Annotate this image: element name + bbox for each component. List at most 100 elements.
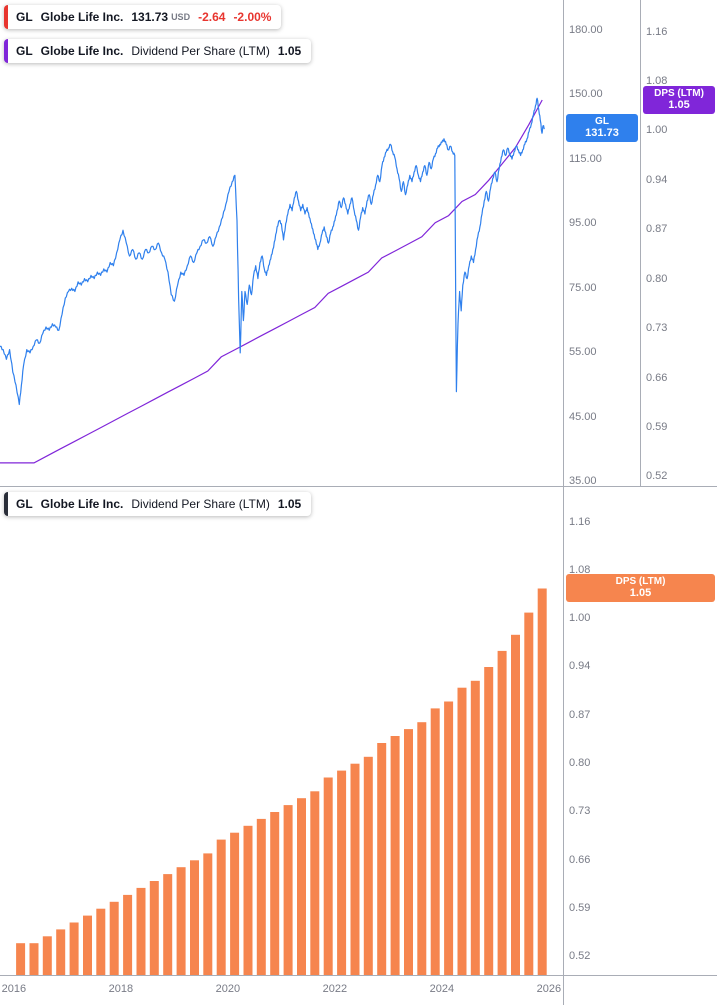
dps-axis-badge-top: DPS (LTM) 1.05 <box>643 85 715 114</box>
dps-pane: DPS (LTM) 1.05 1.16 1.08 1.00 0.94 0.87 0.80 0… <box>0 487 717 975</box>
ticker-symbol: GL <box>16 497 33 511</box>
dps-bar <box>163 874 173 975</box>
metric-label: Dividend Per Share (LTM) <box>131 44 270 58</box>
time-axis-label: 2024 <box>429 983 455 995</box>
dps-badge-label: DPS (LTM) <box>615 576 666 588</box>
price-value-group: 131.73 USD <box>131 10 190 24</box>
axis-tick-label: 0.80 <box>646 272 668 285</box>
axis-tick-label: 1.08 <box>569 563 591 576</box>
company-name: Globe Life Inc. <box>40 44 124 58</box>
dps-chart-canvas[interactable] <box>0 487 563 975</box>
dps-badge-value: 1.05 <box>629 587 652 600</box>
time-axis-label: 2020 <box>215 983 241 995</box>
dps-bar <box>537 588 547 975</box>
time-axis-label: 2026 <box>536 983 562 995</box>
dps-overlay-legend[interactable]: GL Globe Life Inc. Dividend Per Share (L… <box>4 39 312 63</box>
price-axis-badge: GL 131.73 <box>566 114 638 143</box>
time-axis-label: 2016 <box>1 983 27 995</box>
axis-tick-label: 115.00 <box>569 152 602 165</box>
currency-label: USD <box>171 12 191 22</box>
dps-bar <box>136 887 146 975</box>
dps-bar <box>256 818 266 975</box>
axis-tick-label: 95.00 <box>569 217 597 230</box>
dps-y-axis-top[interactable]: DPS (LTM) 1.05 1.16 1.08 1.00 0.94 0.87 0.80 0… <box>640 0 717 487</box>
axis-tick-label: 0.73 <box>569 805 591 818</box>
dps-bar <box>216 839 226 975</box>
dps-overlay-line <box>0 99 543 464</box>
dps-bar <box>497 650 507 975</box>
dps-bar <box>56 929 66 975</box>
dps-bar <box>511 634 520 975</box>
axis-tick-label: 0.59 <box>646 421 668 434</box>
axis-tick-label: 0.66 <box>646 371 668 384</box>
dps-bar <box>69 922 79 975</box>
metric-value: 1.05 <box>277 497 302 511</box>
axis-tick-label: 55.00 <box>569 346 597 359</box>
axis-tick-label: 45.00 <box>569 410 597 423</box>
dps-bar <box>323 777 333 975</box>
price-legend[interactable]: GL Globe Life Inc. 131.73 USD -2.64 -2.0… <box>4 5 282 29</box>
dps-bar <box>430 708 440 975</box>
company-name: Globe Life Inc. <box>40 497 124 511</box>
axis-tick-label: 1.00 <box>569 612 591 625</box>
axis-tick-label: 0.66 <box>569 853 591 866</box>
dps-bar <box>176 867 186 975</box>
axis-tick-label: 75.00 <box>569 281 597 294</box>
dps-pane-legend[interactable]: GL Globe Life Inc. Dividend Per Share (L… <box>4 492 312 516</box>
company-name: Globe Life Inc. <box>40 10 124 24</box>
dps-bar <box>310 791 320 975</box>
dps-badge-label: DPS (LTM) <box>654 87 704 99</box>
axis-tick-label: 0.87 <box>569 708 591 721</box>
axis-tick-label: 150.00 <box>569 88 603 101</box>
last-price: 131.73 <box>131 10 169 24</box>
axis-tick-label: 1.16 <box>569 515 591 528</box>
metric-value: 1.05 <box>277 44 302 58</box>
time-axis[interactable]: 2016 2018 2020 2022 2024 2026 <box>0 975 717 1005</box>
axis-tick-label: 35.00 <box>569 475 597 488</box>
axis-tick-label: 1.16 <box>646 25 668 38</box>
axis-tick-label: 1.08 <box>646 74 668 87</box>
dps-bar <box>470 680 480 975</box>
dps-bar <box>444 701 454 975</box>
dps-bar <box>390 736 400 975</box>
axis-tick-label: 0.94 <box>569 660 591 673</box>
axis-tick-label: 0.59 <box>569 902 591 915</box>
dps-bar <box>16 943 26 975</box>
dps-bar <box>123 894 133 975</box>
axis-separator-line <box>563 976 564 1005</box>
ticker-symbol: GL <box>16 44 33 58</box>
dps-bar <box>230 832 240 975</box>
dps-bar <box>243 825 253 975</box>
dps-bar <box>29 943 39 975</box>
dps-bar <box>190 860 199 975</box>
axis-tick-label: 0.73 <box>646 322 668 335</box>
dps-bar <box>363 756 373 975</box>
price-chart-canvas[interactable] <box>0 0 563 487</box>
dps-bar <box>484 667 494 975</box>
time-axis-label: 2022 <box>322 983 348 995</box>
price-line <box>0 97 545 406</box>
axis-tick-label: 0.52 <box>646 470 668 483</box>
change-percent: -2.00% <box>233 10 272 24</box>
dps-bar <box>457 687 467 975</box>
dps-bar <box>83 915 92 975</box>
dps-bar <box>203 853 213 975</box>
dps-bar <box>149 881 159 975</box>
axis-tick-label: 0.52 <box>569 950 591 963</box>
change-absolute: -2.64 <box>198 10 226 24</box>
dps-bar <box>337 770 347 975</box>
dps-bar <box>350 763 360 975</box>
metric-label: Dividend Per Share (LTM) <box>131 497 270 511</box>
dps-bar <box>96 908 106 975</box>
price-pane: GL 131.73 180.00 150.00 115.00 95.00 75.00 55… <box>0 0 717 487</box>
price-y-axis[interactable]: GL 131.73 180.00 150.00 115.00 95.00 75.00 55… <box>563 0 640 487</box>
price-badge-value: 131.73 <box>585 127 619 140</box>
axis-tick-label: 180.00 <box>569 23 603 36</box>
price-badge-symbol: GL <box>595 116 609 128</box>
dps-bar <box>377 743 387 975</box>
axis-tick-label: 0.87 <box>646 223 668 236</box>
dps-y-axis-bottom[interactable]: DPS (LTM) 1.05 1.16 1.08 1.00 0.94 0.87 0.80 0… <box>563 487 717 975</box>
dps-bar <box>109 901 119 975</box>
dps-bar <box>404 729 413 975</box>
